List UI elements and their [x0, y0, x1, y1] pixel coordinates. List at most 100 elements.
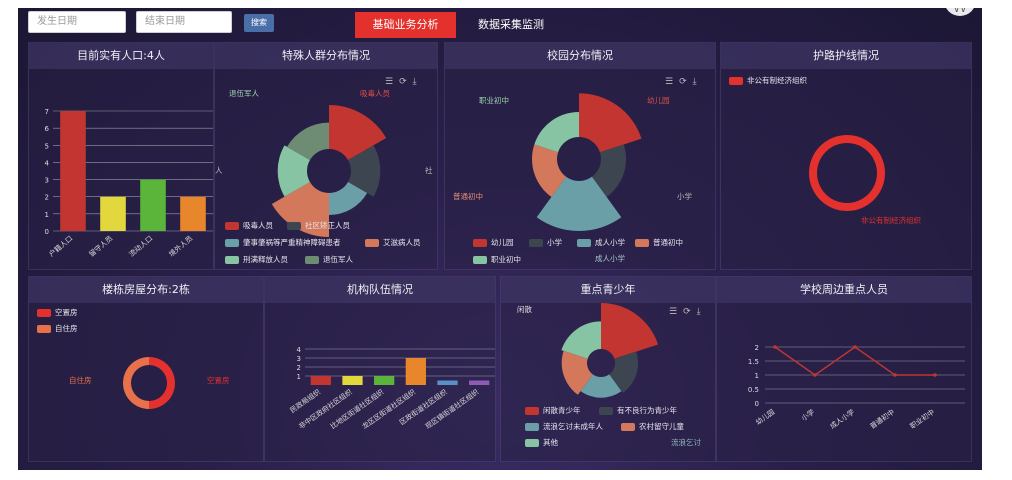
rose-slice [591, 144, 626, 198]
label-right: 社 [425, 166, 433, 175]
list-icon[interactable]: ☰ [665, 77, 680, 87]
legend-item[interactable]: 艾滋病人员 [365, 237, 421, 248]
x-tick-label: 职业初中 [908, 407, 936, 430]
tab-basic-analysis[interactable]: 基础业务分析 [355, 12, 456, 38]
label-right: 小学 [677, 192, 692, 201]
refresh-icon[interactable]: ⟳ [679, 77, 693, 87]
org-bar-chart: 1234民政局组织非中区政府社区组织比地区街道社区组织龙区区街道社区组织区政街道… [288, 346, 495, 431]
refresh-icon[interactable]: ⟳ [399, 77, 413, 87]
y-tick-label: 7 [45, 108, 49, 116]
legend-item[interactable]: 刑满释放人员 [225, 254, 288, 265]
chart-toolbar[interactable]: ☰⟳⤓ [665, 77, 703, 87]
chart-toolbar[interactable]: ☰⟳⤓ [669, 307, 707, 317]
label-top-right: 吸毒人员 [360, 89, 390, 98]
panel-title: 护路护线情况 [721, 43, 971, 69]
ring-label: 非公有制经济组织 [861, 216, 921, 225]
special-groups-rose-chart [271, 105, 387, 237]
tab-data-monitoring[interactable]: 数据采集监测 [478, 18, 544, 31]
panel-title: 重点青少年 [501, 277, 715, 303]
legend-item[interactable]: 自住房 [37, 323, 78, 334]
bar [180, 196, 206, 231]
rose-slice [329, 105, 387, 160]
rose-slice [287, 122, 329, 160]
left-label: 自住房 [69, 376, 92, 385]
bar [374, 376, 395, 385]
list-icon[interactable]: ☰ [385, 77, 400, 87]
label-left: 人 [215, 166, 223, 175]
end-date-input[interactable]: 结束日期 [136, 11, 232, 33]
legend-item[interactable]: 闲散青少年 [525, 405, 581, 416]
rose-slice [271, 182, 329, 237]
panel-title: 楼栋房屋分布:2栋 [29, 277, 263, 303]
x-tick-label: 普通初中 [868, 407, 896, 430]
legend-item[interactable]: 普通初中 [635, 237, 683, 248]
bar [100, 196, 126, 231]
y-tick-label: 2 [755, 344, 759, 352]
y-tick-label: 1 [45, 211, 49, 219]
label-top-left: 闲散 [517, 305, 532, 314]
rose-slice [579, 93, 642, 153]
legend-item[interactable]: 吸毒人员 [225, 220, 273, 231]
download-icon[interactable]: ⤓ [412, 77, 423, 87]
x-tick-label: 龙区区街道社区组织 [360, 387, 417, 431]
panel-school-people: 学校周边重点人员 0 0.5 1 1.5 2 幼儿园 小学 成人小学 普通初中 职业初中 [716, 276, 972, 462]
rose-slice [561, 350, 593, 395]
data-point [813, 373, 817, 377]
search-button[interactable]: 搜索 [244, 14, 274, 32]
bar [140, 179, 166, 231]
right-label: 空置房 [207, 376, 230, 385]
bar [342, 376, 363, 385]
dashboard: 发生日期 结束日期 搜索 基础业务分析 数据采集监测 ∨∨ 目前实有人口:4人 … [18, 8, 982, 470]
legend-item[interactable]: 农村留守儿童 [621, 421, 684, 432]
y-tick-label: 5 [45, 142, 49, 150]
population-bar-chart: 0 1 2 3 4 5 6 7 户籍人口 留守人员 流动人口 境外人员 [45, 108, 213, 259]
legend-item[interactable]: 非公有制经济组织 [729, 75, 807, 86]
panel-title: 特殊人群分布情况 [215, 43, 437, 69]
housing-donut-chart [123, 357, 175, 409]
legend-item[interactable]: 社区矫正人员 [287, 220, 350, 231]
rose-slice [329, 182, 368, 215]
panel-roads: 护路护线情况 非公有制经济组织 非公有制经济组织 [720, 42, 972, 270]
legend-item[interactable]: 肇事肇祸等严重精神障碍患者 [225, 237, 341, 248]
panel-org: 机构队伍情况 1 2 3 4 民政局组织 非中区政府社区组织 比地区街道社区组织 龙区区街道社… [264, 276, 496, 462]
legend-item[interactable]: 其他 [525, 437, 558, 448]
panel-housing: 楼栋房屋分布:2栋 空置房 自住房 自住房 空置房 [28, 276, 264, 462]
download-icon[interactable]: ⤓ [696, 307, 707, 317]
bar [469, 380, 490, 385]
legend-item[interactable]: 幼儿园 [473, 237, 514, 248]
x-tick-label: 流动人口 [127, 234, 154, 259]
rose-slice [601, 303, 659, 359]
rose-slice [348, 145, 381, 197]
legend-item[interactable]: 有不良行为青少年 [599, 405, 677, 416]
start-date-input[interactable]: 发生日期 [28, 11, 126, 33]
rose-slice [536, 176, 622, 231]
top-bar: 发生日期 结束日期 搜索 基础业务分析 数据采集监测 ∨∨ [18, 8, 982, 38]
list-icon[interactable]: ☰ [669, 307, 684, 317]
bar [405, 358, 426, 385]
legend-item[interactable]: 职业初中 [473, 254, 521, 265]
collapse-chevron-icon[interactable]: ∨∨ [944, 8, 976, 16]
bar [60, 111, 86, 231]
legend-item[interactable]: 退伍军人 [305, 254, 353, 265]
roads-donut-chart [808, 135, 885, 211]
download-icon[interactable]: ⤓ [692, 77, 703, 87]
legend-item[interactable]: 空置房 [37, 307, 78, 318]
data-point [773, 345, 777, 349]
y-tick-label: 4 [297, 346, 302, 354]
y-tick-label: 2 [45, 194, 49, 202]
school-people-line-chart: 0 0.5 1 1.5 2 幼儿园 小学 成人小学 普通初中 职业初中 [748, 344, 965, 431]
panel-title: 校园分布情况 [445, 43, 715, 69]
rose-slice [561, 321, 601, 359]
legend-item[interactable]: 成人小学 [577, 237, 625, 248]
legend-item[interactable]: 流浪乞讨未成年人 [525, 421, 603, 432]
donut-slice [808, 135, 885, 211]
bar [437, 380, 458, 385]
chart-toolbar[interactable]: ☰⟳⤓ [385, 77, 423, 87]
x-tick-label: 比地区街道社区组织 [329, 387, 386, 431]
panel-youth: 重点青少年 ☰⟳⤓ 闲散 流浪乞讨 闲散青少年 有不良行为青少年 流浪乞讨未成年… [500, 276, 716, 462]
panel-special-groups: 特殊人群分布情况 ☰⟳⤓ 吸毒人员 退伍军人 人 社 吸毒人员 社区矫正人员 肇… [214, 42, 438, 270]
refresh-icon[interactable]: ⟳ [683, 307, 697, 317]
legend-item[interactable]: 小学 [529, 237, 562, 248]
y-tick-label: 6 [45, 125, 50, 133]
donut-slice [149, 357, 175, 409]
